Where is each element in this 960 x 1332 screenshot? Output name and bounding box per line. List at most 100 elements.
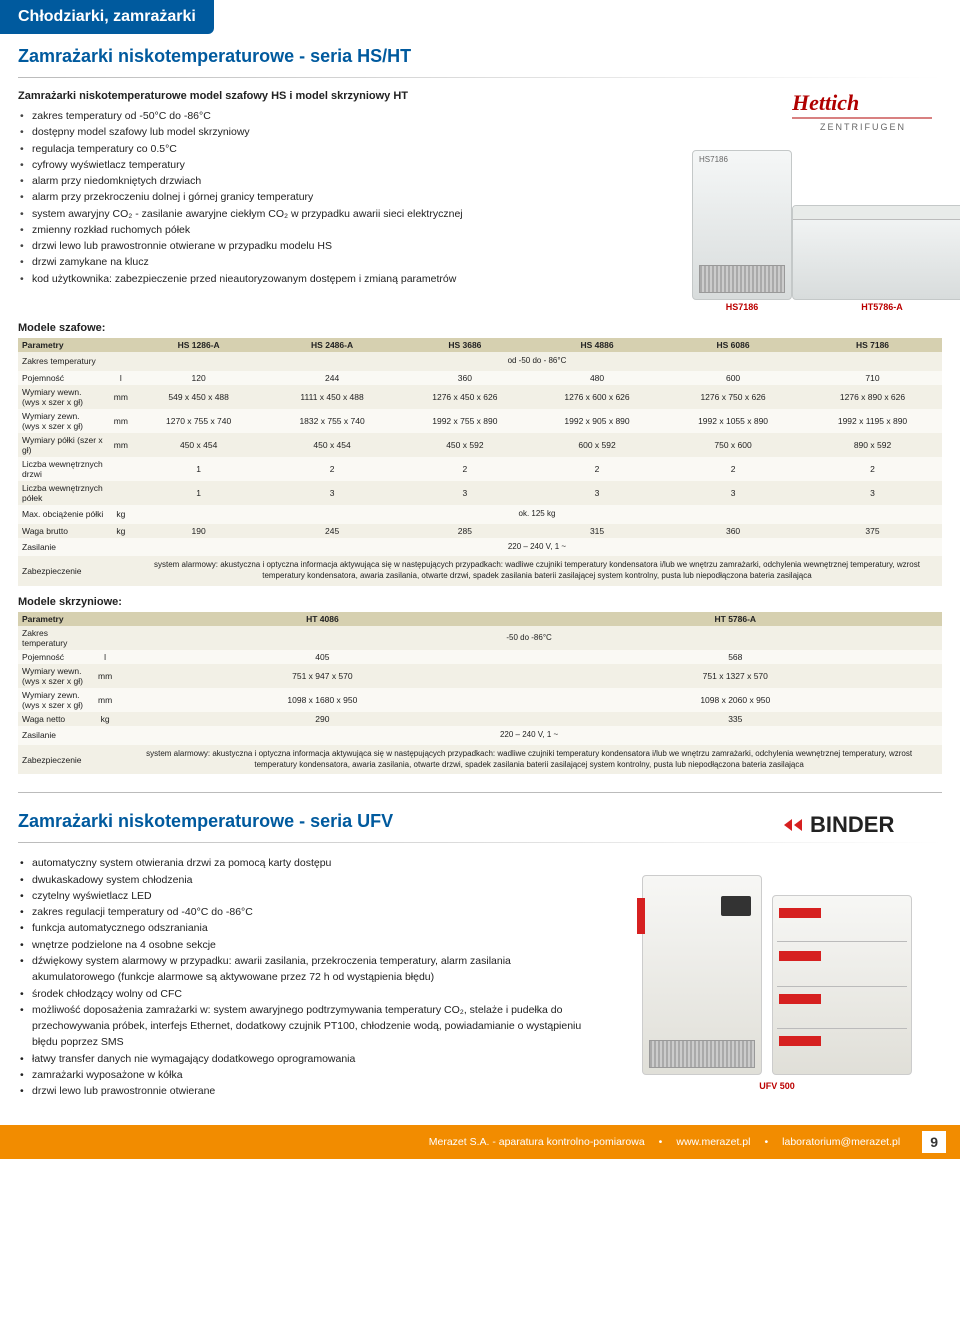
table-cell: 568 [529,650,942,664]
table-header-cell: HT 4086 [116,612,528,626]
table-cell: 2 [399,457,531,481]
freezer-tall-image: HS7186 [692,150,792,300]
feature-list-1: zakres temperatury od -50°C do -86°Cdost… [18,108,680,287]
table-cell: Zakres temperatury [18,352,110,371]
table-cell: 285 [399,524,531,538]
table-cell: 751 x 947 x 570 [116,664,528,688]
table-cell: Zabezpieczenie [18,556,110,586]
feature-item: alarm przy niedomkniętych drzwiach [18,173,680,189]
table-cell: 120 [132,371,265,385]
table-row: Waga nettokg290335 [18,712,942,726]
footer: Merazet S.A. - aparatura kontrolno-pomia… [0,1125,960,1159]
table-row: Zakres temperaturyod -50 do - 86°C [18,352,942,371]
table-cell: system alarmowy: akustyczna i optyczna i… [116,745,942,775]
divider [18,842,942,843]
table-cell: Pojemność [18,650,94,664]
table-row: Wymiary półki (szer x gł)mm450 x 454450 … [18,433,942,457]
table-header-cell: HS 6086 [663,338,803,352]
feature-item: drzwi lewo lub prawostronnie otwierane [18,1083,594,1099]
table-skrzyniowe: ParametryHT 4086HT 5786-AZakres temperat… [18,612,942,774]
table-cell: Pojemność [18,371,110,385]
divider-strong [18,792,942,793]
table-cell [110,481,132,505]
table-cell: mm [110,409,132,433]
table-cell: 1098 x 2060 x 950 [529,688,942,712]
feature-item: czytelny wyświetlacz LED [18,888,594,904]
feature-item: kod użytkownika: zabezpieczenie przed ni… [18,271,680,287]
table-cell: 549 x 450 x 488 [132,385,265,409]
table-cell: 1276 x 600 x 626 [531,385,663,409]
table-header-cell: HS 7186 [803,338,942,352]
feature-item: funkcja automatycznego odszraniania [18,920,594,936]
intro-bold: Zamrażarki niskotemperaturowe model szaf… [18,90,680,102]
table-cell [110,457,132,481]
feature-item: dźwiękowy system alarmowy w przypadku: a… [18,953,594,986]
table-cell: Liczba wewnętrznych półek [18,481,110,505]
table-cell: l [110,371,132,385]
img-caption-right: HT5786-A [792,302,960,312]
feature-item: dostępny model szafowy lub model skrzyni… [18,124,680,140]
section2-text: automatyczny system otwierania drzwi za … [18,855,594,1099]
section1-intro: Zamrażarki niskotemperaturowe model szaf… [18,90,680,312]
table2-heading: Modele skrzyniowe: [18,596,942,608]
table-cell [110,556,132,586]
table-cell: Max. obciążenie półki [18,505,110,524]
table-cell: 2 [663,457,803,481]
footer-url: www.merazet.pl [676,1136,750,1148]
table-cell: kg [94,712,116,726]
binder-logo: BINDER [782,811,942,842]
table-cell: Wymiary wewn.(wys x szer x gł) [18,385,110,409]
table-row: Wymiary wewn.(wys x szer x gł)mm549 x 45… [18,385,942,409]
table-cell: 3 [803,481,942,505]
feature-item: regulacja temperatury co 0.5°C [18,141,680,157]
table-cell: 3 [531,481,663,505]
table-cell: 335 [529,712,942,726]
table-header-cell [110,338,132,352]
feature-item: cyfrowy wyświetlacz temperatury [18,157,680,173]
table-row: Zakres temperatury-50 do -86°C [18,626,942,650]
table-cell: Zasilanie [18,538,110,557]
feature-item: środek chłodzący wolny od CFC [18,986,594,1002]
table-cell: 480 [531,371,663,385]
table-cell: 1276 x 890 x 626 [803,385,942,409]
table-header-cell: HS 1286-A [132,338,265,352]
table-row: Zabezpieczeniesystem alarmowy: akustyczn… [18,745,942,775]
freezer-chest-image: HTS786-A [792,205,960,300]
table-cell: Zasilanie [18,726,94,745]
feature-item: zakres temperatury od -50°C do -86°C [18,108,680,124]
table-header-cell: HS 4886 [531,338,663,352]
table-row: Waga bruttokg190245285315360375 [18,524,942,538]
feature-item: zmienny rozkład ruchomych półek [18,222,680,238]
table-cell: 1992 x 1195 x 890 [803,409,942,433]
table-cell: 245 [265,524,398,538]
table-cell: 375 [803,524,942,538]
table-cell: 1270 x 755 x 740 [132,409,265,433]
table-cell: Liczba wewnętrznych drzwi [18,457,110,481]
table-cell: 2 [803,457,942,481]
feature-item: automatyczny system otwierania drzwi za … [18,855,594,871]
feature-item: drzwi zamykane na klucz [18,254,680,270]
table-cell: 750 x 600 [663,433,803,457]
table-row: Zabezpieczeniesystem alarmowy: akustyczn… [18,556,942,586]
table-cell: 2 [531,457,663,481]
table-cell: 3 [399,481,531,505]
table-row: Liczba wewnętrznych półek133333 [18,481,942,505]
table-cell: 220 – 240 V, 1 ~ [132,538,942,557]
dot-icon: • [659,1136,663,1148]
table1-heading: Modele szafowe: [18,322,942,334]
feature-item: dwukaskadowy system chłodzenia [18,872,594,888]
table-cell: 3 [663,481,803,505]
binder-product-images: UFV 500 [612,855,942,1099]
section1-title: Zamrażarki niskotemperaturowe - seria HS… [18,46,942,67]
table-cell: 751 x 1327 x 570 [529,664,942,688]
table-cell: Waga brutto [18,524,110,538]
table-cell: 600 x 592 [531,433,663,457]
table-header-cell: Parametry [18,612,94,626]
table-cell: mm [110,385,132,409]
table-cell: 220 – 240 V, 1 ~ [116,726,942,745]
table-row: Liczba wewnętrznych drzwi122222 [18,457,942,481]
feature-list-2: automatyczny system otwierania drzwi za … [18,855,594,1099]
table-cell: Wymiary półki (szer x gł) [18,433,110,457]
table-cell: 360 [399,371,531,385]
table-cell: 360 [663,524,803,538]
